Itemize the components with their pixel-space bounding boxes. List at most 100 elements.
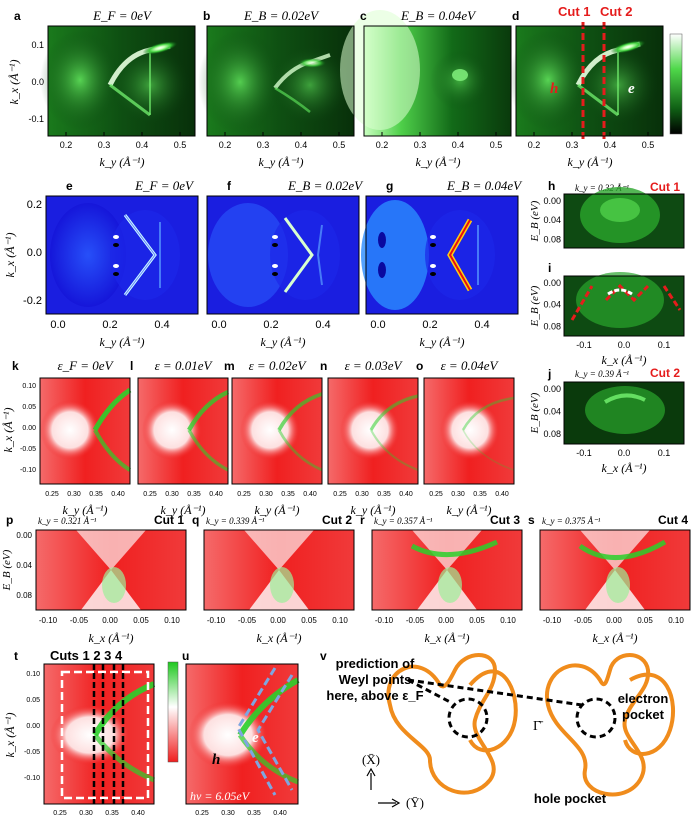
panel-letter-e: e bbox=[66, 179, 73, 193]
photon-energy-u: hν = 6.05eV bbox=[190, 789, 251, 803]
ytick-label: 0.00 bbox=[543, 278, 561, 288]
xtick-label: -0.1 bbox=[576, 340, 592, 350]
panel-t bbox=[43, 661, 179, 805]
panel-q: q k_y = 0.339 Å⁻¹ Cut 2 -0.10 -0.05 0.00 0.05 0… bbox=[192, 513, 355, 645]
panel-letter-j: j bbox=[547, 367, 551, 381]
xtick-label: 0.00 bbox=[606, 616, 622, 625]
xtick-label: -0.10 bbox=[207, 616, 226, 625]
xtick-label: 0.25 bbox=[237, 491, 251, 498]
electron-band bbox=[277, 429, 323, 472]
xtick-label: -0.05 bbox=[238, 616, 257, 625]
xtick-label: 0.00 bbox=[438, 616, 454, 625]
hole-pocket-left bbox=[386, 653, 498, 795]
xtick-label: 0.3 bbox=[98, 140, 111, 150]
upper-cone bbox=[412, 530, 482, 570]
energy-label-g: E_B = 0.04eV bbox=[446, 178, 523, 193]
xtick-label: 0.2 bbox=[60, 140, 73, 150]
ytick-label: 0.1 bbox=[31, 40, 44, 50]
xtick-label: 0.2 bbox=[102, 319, 117, 331]
row-tu: t Cuts 1 2 3 4 u h e hν = 6.05eV 0.10 0.05 0.00 -… bbox=[3, 648, 300, 817]
xtick-label: 0.40 bbox=[303, 491, 317, 498]
xaxis-label: k_y (Å⁻¹) bbox=[568, 155, 613, 169]
panel-l: l ε = 0.01eV 0.25 0.30 0.35 0.40k_y (Å⁻¹) bbox=[130, 358, 229, 517]
xtick-label: 0.35 bbox=[187, 491, 201, 498]
xaxis-label: k_x (Å⁻¹) bbox=[89, 631, 134, 645]
panel-n: n ε = 0.03eV 0.25 0.30 0.35 0.40k_y (Å⁻¹) bbox=[320, 358, 419, 517]
xtick-label: 0.0 bbox=[50, 319, 65, 331]
ytick-label: 0.08 bbox=[543, 429, 561, 439]
white-glow bbox=[142, 400, 202, 460]
xtick-label: 0.35 bbox=[247, 810, 261, 817]
white-glow bbox=[40, 400, 100, 460]
xtick-label: 0.0 bbox=[370, 319, 385, 331]
panel-letter-g: g bbox=[386, 179, 393, 193]
ytick-label: 0.08 bbox=[543, 234, 561, 244]
ytick-label: 0.00 bbox=[543, 196, 561, 206]
cut-label-s: Cut 4 bbox=[658, 513, 688, 527]
ytick-label: 0.00 bbox=[26, 723, 40, 730]
yaxis-label: E_B (eV) bbox=[1, 549, 13, 591]
xaxis-label: k_x (Å⁻¹) bbox=[602, 461, 647, 475]
ytick-label: 0.2 bbox=[27, 199, 42, 211]
xtick-label: 0.00 bbox=[270, 616, 286, 625]
yaxis-label: E_B (eV) bbox=[529, 392, 541, 434]
panel-letter-o: o bbox=[416, 359, 423, 373]
panel-d: Cut 1 Cut 2 h e bbox=[508, 4, 663, 142]
electron-band bbox=[370, 429, 419, 472]
xaxis-label: k_y (Å⁻¹) bbox=[63, 503, 108, 517]
electron-band bbox=[578, 539, 667, 560]
electron-band bbox=[187, 390, 229, 432]
panel-letter-r: r bbox=[360, 513, 365, 527]
xtick-label: 0.4 bbox=[452, 140, 465, 150]
panel-p: p k_y = 0.321 Å⁻¹ Cut 1 -0.10 -0.05 0.00 0.05 0… bbox=[6, 513, 187, 645]
upper-cone bbox=[580, 530, 650, 570]
panel-e bbox=[46, 196, 198, 314]
panel-k: k ε_F = 0eV 0.25 0.30 0.35 0.40k_y (Å⁻¹) bbox=[12, 358, 132, 517]
xtick-label: -0.10 bbox=[543, 616, 562, 625]
cuts-header: Cuts 1 2 3 4 bbox=[50, 648, 123, 663]
xaxis-label: k_y (Å⁻¹) bbox=[259, 155, 304, 169]
xtick-label: 0.0 bbox=[211, 319, 226, 331]
energy-label-n: ε = 0.03eV bbox=[345, 358, 404, 373]
xtick-label: 0.35 bbox=[473, 491, 487, 498]
xtick-label: 0.1 bbox=[658, 340, 671, 350]
xtick-label: 0.30 bbox=[355, 491, 369, 498]
energy-label-a: E_F = 0eV bbox=[92, 8, 153, 23]
xtick-label: 0.4 bbox=[136, 140, 149, 150]
upper-cone bbox=[76, 530, 146, 570]
panel-letter-a: a bbox=[14, 9, 21, 23]
spectral-weight bbox=[270, 567, 294, 603]
ytick-label: 0.04 bbox=[543, 300, 561, 310]
ky-label-j: k_y = 0.39 Å⁻¹ bbox=[575, 369, 629, 379]
xaxis-label: k_y (Å⁻¹) bbox=[255, 503, 300, 517]
xtick-label: 0.3 bbox=[414, 140, 427, 150]
spectral-weight bbox=[102, 567, 126, 603]
energy-label-l: ε = 0.01eV bbox=[155, 358, 214, 373]
ytick-label: -0.10 bbox=[24, 775, 40, 782]
panel-c bbox=[340, 10, 511, 136]
cut-label-r: Cut 3 bbox=[490, 513, 520, 527]
xtick-label: -0.05 bbox=[70, 616, 89, 625]
panel-r: r k_y = 0.357 Å⁻¹ Cut 3 -0.10 -0.05 0.00 0.05 0… bbox=[360, 513, 523, 645]
xtick-label: 0.10 bbox=[500, 616, 516, 625]
electron-band bbox=[277, 392, 323, 431]
panel-letter-u: u bbox=[182, 649, 189, 663]
ytick-label: 0.00 bbox=[16, 531, 32, 540]
energy-label-m: ε = 0.02eV bbox=[249, 358, 308, 373]
xtick-label: 0.3 bbox=[257, 140, 270, 150]
hole-pocket-text: hole pocket bbox=[534, 791, 607, 806]
ky-label-s: k_y = 0.375 Å⁻¹ bbox=[542, 516, 601, 526]
frame bbox=[137, 377, 229, 485]
yaxis-label: k_x (Å⁻¹) bbox=[7, 60, 21, 105]
panel-j bbox=[564, 382, 684, 444]
xtick-label: 0.40 bbox=[273, 810, 287, 817]
electron-pocket-text: electron bbox=[618, 691, 669, 706]
ytick-label: -0.2 bbox=[23, 295, 42, 307]
ytick-label: 0.0 bbox=[31, 77, 44, 87]
xtick-label: 0.10 bbox=[164, 616, 180, 625]
xtick-label: 0.4 bbox=[474, 319, 489, 331]
ky-label-r: k_y = 0.357 Å⁻¹ bbox=[374, 516, 433, 526]
xaxis-label: k_y (Å⁻¹) bbox=[351, 503, 396, 517]
panel-letter-m: m bbox=[224, 359, 235, 373]
